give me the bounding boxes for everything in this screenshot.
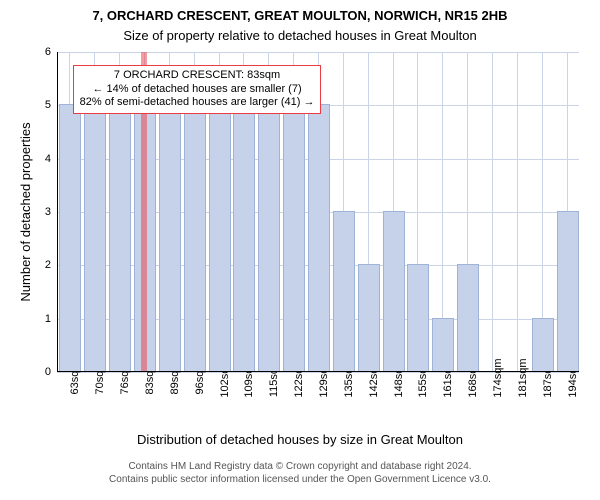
bar: [358, 264, 380, 372]
bar: [333, 211, 355, 372]
chart-title-line1: 7, ORCHARD CRESCENT, GREAT MOULTON, NORW…: [0, 8, 600, 23]
y-axis-line: [57, 52, 58, 372]
footer-text: Contains HM Land Registry data © Crown c…: [0, 460, 600, 486]
bar: [283, 104, 305, 372]
gridline-vertical: [517, 52, 518, 372]
annotation-line: 7 ORCHARD CRESCENT: 83sqm: [80, 69, 315, 83]
y-tick-label: 4: [45, 153, 57, 165]
x-tick-label: 181sqm: [517, 358, 529, 397]
bar: [109, 104, 131, 372]
y-tick-label: 3: [45, 206, 57, 218]
bar: [532, 318, 554, 372]
bar: [557, 211, 579, 372]
annotation-box: 7 ORCHARD CRESCENT: 83sqm← 14% of detach…: [73, 65, 322, 114]
bar: [233, 104, 255, 372]
y-tick-label: 0: [45, 366, 57, 378]
x-axis-label: Distribution of detached houses by size …: [0, 432, 600, 447]
y-tick-label: 1: [45, 313, 57, 325]
annotation-line: ← 14% of detached houses are smaller (7): [80, 83, 315, 97]
chart-title-line2: Size of property relative to detached ho…: [0, 28, 600, 43]
bar: [258, 104, 280, 372]
chart-container: 7, ORCHARD CRESCENT, GREAT MOULTON, NORW…: [0, 0, 600, 500]
y-tick-label: 6: [45, 46, 57, 58]
x-axis-line: [57, 371, 579, 372]
bar: [59, 104, 81, 372]
y-tick-label: 2: [45, 259, 57, 271]
bar: [457, 264, 479, 372]
bar: [432, 318, 454, 372]
y-axis-label: Number of detached properties: [18, 52, 33, 372]
bar: [209, 104, 231, 372]
y-tick-label: 5: [45, 99, 57, 111]
bar: [308, 104, 330, 372]
gridline-vertical: [492, 52, 493, 372]
bar: [159, 104, 181, 372]
footer-line: Contains public sector information licen…: [0, 473, 600, 486]
x-tick-label: 174sqm: [492, 358, 504, 397]
bar: [84, 104, 106, 372]
bar: [383, 211, 405, 372]
bar: [184, 104, 206, 372]
annotation-line: 82% of semi-detached houses are larger (…: [80, 96, 315, 110]
bar: [407, 264, 429, 372]
footer-line: Contains HM Land Registry data © Crown c…: [0, 460, 600, 473]
plot-area: 012345663sqm70sqm76sqm83sqm89sqm96sqm102…: [57, 52, 579, 372]
